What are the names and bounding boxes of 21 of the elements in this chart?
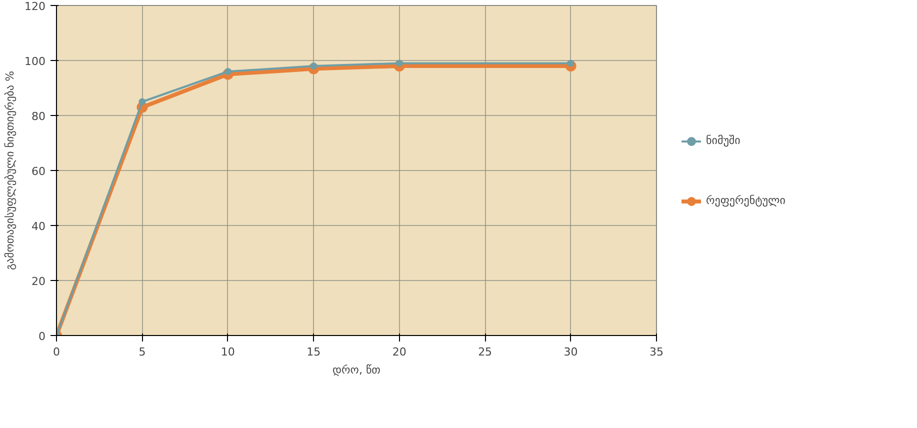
y-axis-title: გამოთავისუფლებული ნივთიერება % (4, 70, 17, 270)
x-tick-label: 35 (650, 346, 664, 358)
legend-label: ნიმუში (706, 134, 740, 147)
point (138, 98, 146, 106)
y-tick-label: 100 (24, 55, 46, 68)
x-tick-label: 25 (478, 346, 492, 358)
x-tick-label: 20 (392, 346, 406, 358)
x-axis-title: დრო, წთ (332, 364, 381, 376)
y-tick-label: 60 (32, 165, 46, 178)
point (396, 60, 403, 67)
y-tick-label: 40 (32, 220, 46, 233)
y-tick-label: 80 (32, 110, 46, 123)
x-tick-label: 30 (564, 346, 578, 358)
y-tick-label: 0 (38, 330, 46, 343)
y-tick-label: 120 (24, 0, 46, 13)
legend-label: რეფერენტული (706, 194, 786, 207)
x-tick-label: 10 (220, 346, 235, 358)
x-tick-label: 5 (138, 346, 146, 358)
x-tick-label: 0 (53, 346, 60, 358)
y-tick-label: 20 (32, 275, 46, 288)
x-tick-label: 15 (306, 346, 321, 358)
